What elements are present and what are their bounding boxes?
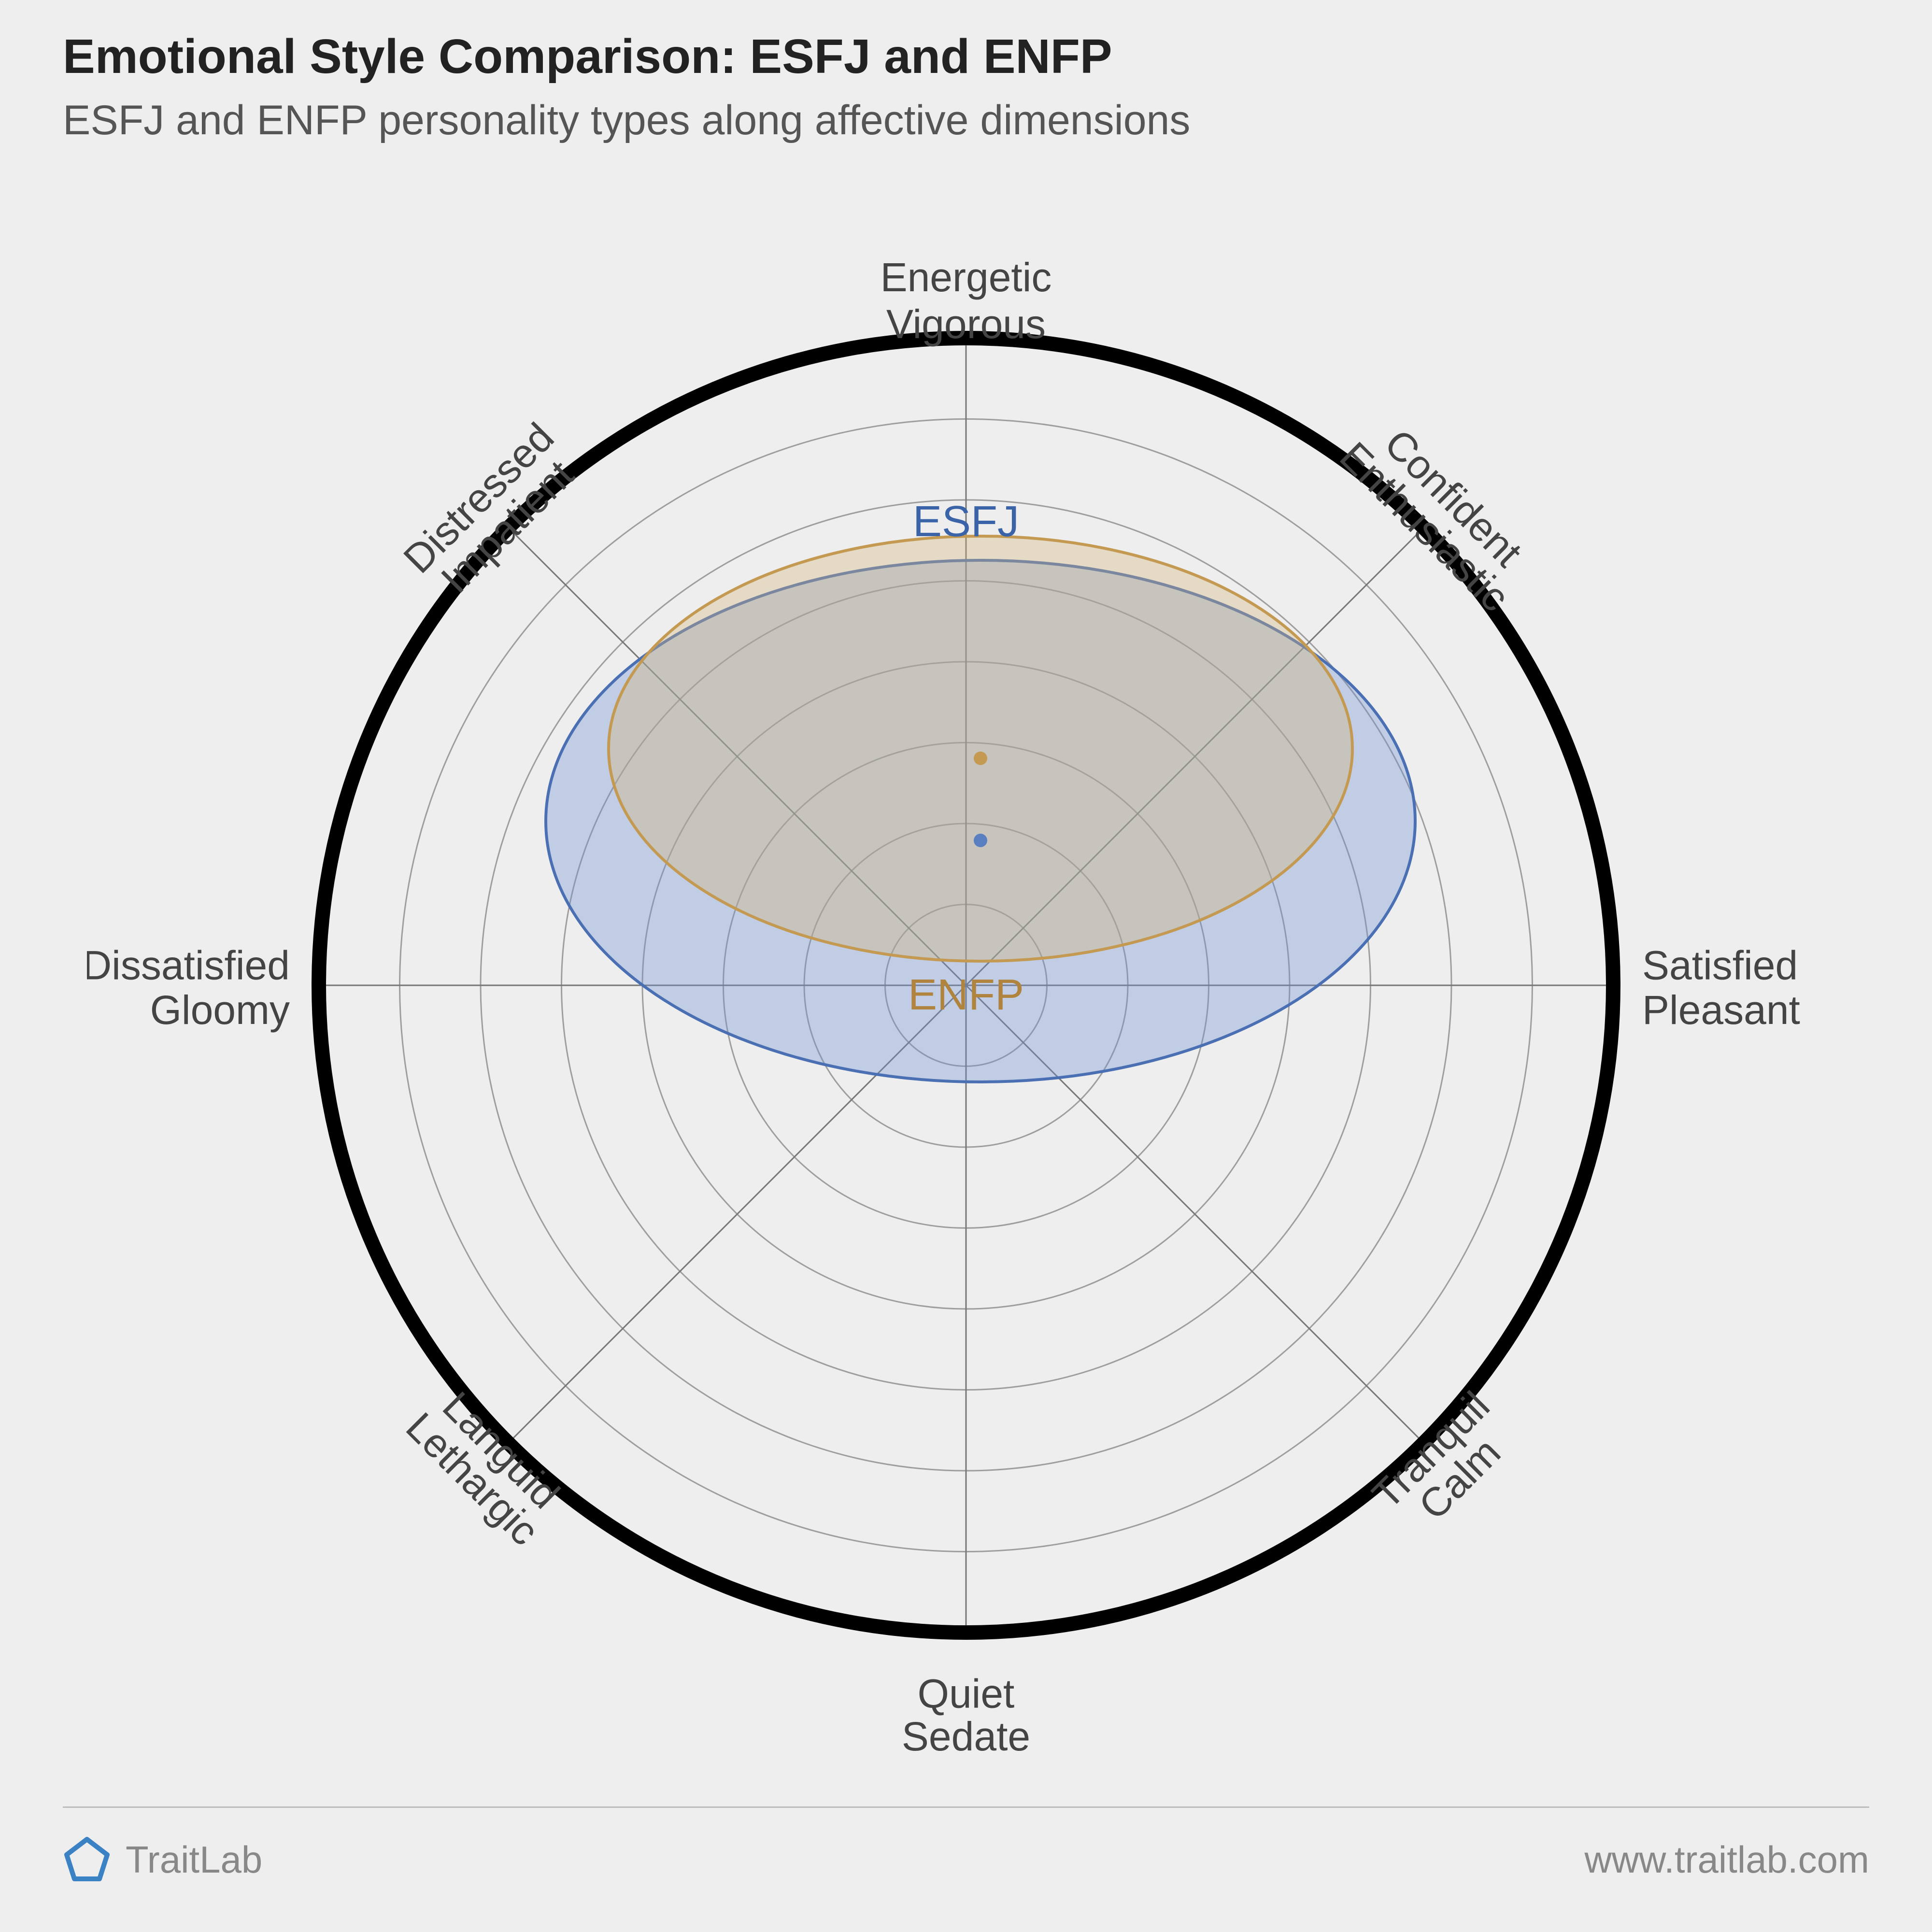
axis-label-line1: Energetic	[881, 255, 1052, 300]
chart-title: Emotional Style Comparison: ESFJ and ENF…	[63, 29, 1112, 85]
footer: TraitLab www.traitlab.com	[63, 1835, 1869, 1884]
axis-label: QuietSedate	[902, 1671, 1030, 1759]
brand-icon	[63, 1835, 111, 1884]
axis-label-line2: Vigorous	[886, 301, 1046, 347]
footer-url: www.traitlab.com	[1585, 1838, 1870, 1882]
series-ellipse-enfp	[609, 536, 1352, 961]
axis-label-line1: Dissatisfied	[87, 942, 290, 988]
series-label-esfj: ESFJ	[913, 497, 1019, 546]
axis-label-line2: Sedate	[902, 1714, 1030, 1759]
series-center-esfj	[974, 834, 987, 847]
axis-label: DissatisfiedGloomy	[87, 942, 290, 1032]
series-label-enfp: ENFP	[908, 971, 1024, 1019]
axis-label-line2: Pleasant	[1642, 987, 1800, 1033]
chart-container: Emotional Style Comparison: ESFJ and ENF…	[0, 0, 1932, 1932]
series-center-enfp	[974, 752, 987, 765]
circumplex-chart: ESFJENFPEnergeticVigorousConfidentEnthus…	[87, 155, 1845, 1787]
axis-label-line2: Gloomy	[150, 987, 290, 1033]
axis-label: SatisfiedPleasant	[1642, 942, 1800, 1032]
brand-name: TraitLab	[126, 1838, 262, 1882]
axis-label-line1: Quiet	[918, 1671, 1015, 1717]
axis-label: EnergeticVigorous	[881, 255, 1052, 347]
footer-brand: TraitLab	[63, 1835, 262, 1884]
chart-subtitle: ESFJ and ENFP personality types along af…	[63, 97, 1190, 144]
axis-label-line1: Satisfied	[1642, 942, 1798, 988]
footer-divider	[63, 1806, 1869, 1808]
